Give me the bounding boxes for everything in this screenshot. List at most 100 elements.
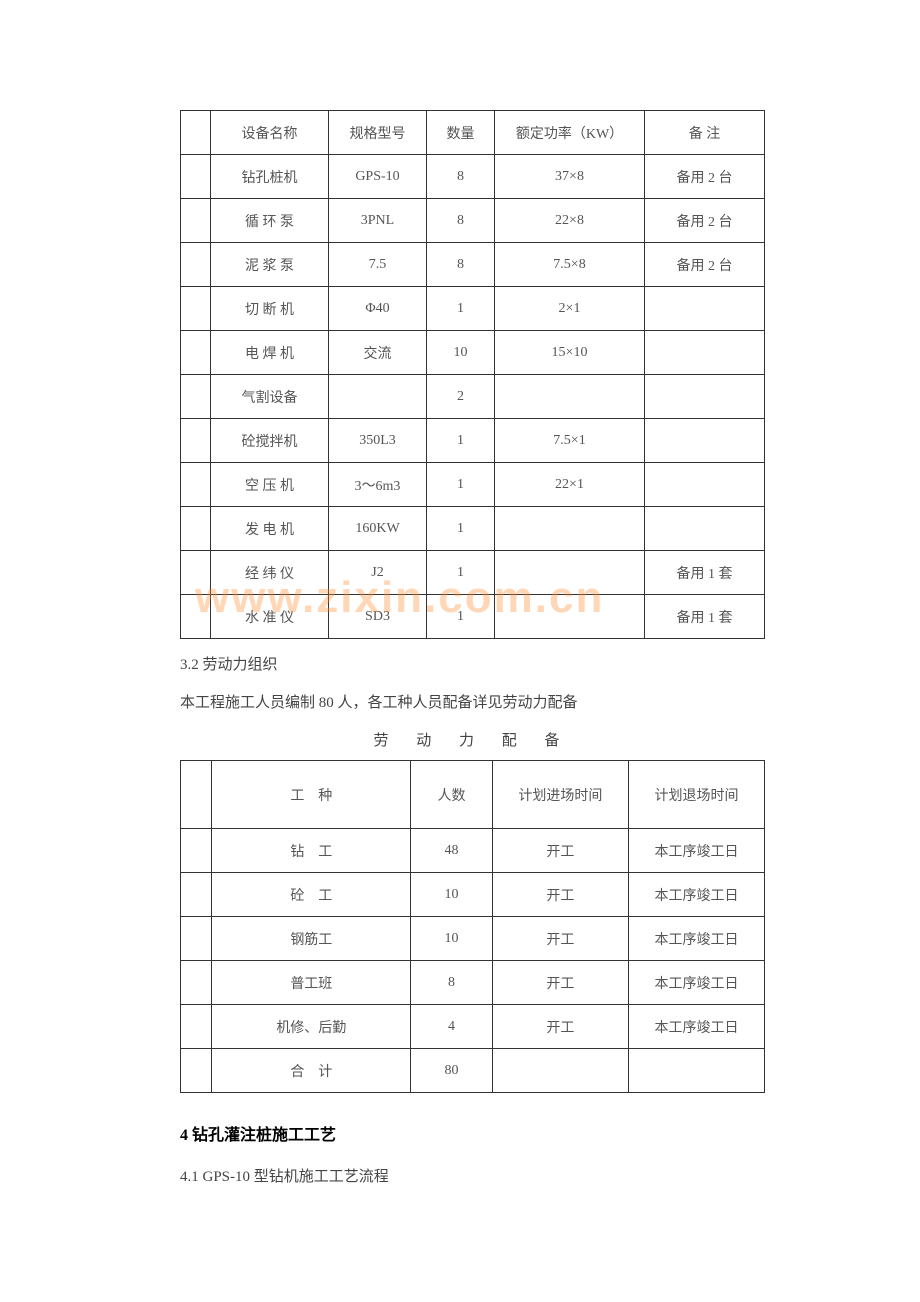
header-cell: 规格型号 bbox=[329, 111, 427, 155]
cell: 发 电 机 bbox=[211, 507, 329, 551]
cell: 8 bbox=[427, 243, 495, 287]
cell: SD3 bbox=[329, 595, 427, 639]
cell: 备用 2 台 bbox=[645, 243, 765, 287]
header-cell: 人数 bbox=[411, 761, 493, 829]
cell: 开工 bbox=[492, 961, 628, 1005]
cell bbox=[181, 873, 212, 917]
table-header-row: 设备名称 规格型号 数量 额定功率（KW） 备 注 bbox=[181, 111, 765, 155]
labor-table: 工 种 人数 计划进场时间 计划退场时间 钻 工 48 开工 本工序竣工日 砼 … bbox=[180, 760, 765, 1093]
cell: 经 纬 仪 bbox=[211, 551, 329, 595]
cell bbox=[181, 595, 211, 639]
cell bbox=[181, 463, 211, 507]
cell: 1 bbox=[427, 419, 495, 463]
cell: 循 环 泵 bbox=[211, 199, 329, 243]
header-cell: 工 种 bbox=[212, 761, 411, 829]
cell: 7.5 bbox=[329, 243, 427, 287]
cell: 开工 bbox=[492, 1005, 628, 1049]
cell: 8 bbox=[427, 199, 495, 243]
cell: 砼 工 bbox=[212, 873, 411, 917]
cell bbox=[645, 419, 765, 463]
cell: 开工 bbox=[492, 873, 628, 917]
cell: 15×10 bbox=[495, 331, 645, 375]
cell: GPS-10 bbox=[329, 155, 427, 199]
cell: 开工 bbox=[492, 917, 628, 961]
cell bbox=[495, 595, 645, 639]
cell: 10 bbox=[427, 331, 495, 375]
cell: 48 bbox=[411, 829, 493, 873]
cell bbox=[495, 551, 645, 595]
cell: 空 压 机 bbox=[211, 463, 329, 507]
table-row: 循 环 泵 3PNL 8 22×8 备用 2 台 bbox=[181, 199, 765, 243]
cell bbox=[181, 375, 211, 419]
cell: 4 bbox=[411, 1005, 493, 1049]
table-row: 电 焊 机 交流 10 15×10 bbox=[181, 331, 765, 375]
cell: 80 bbox=[411, 1049, 493, 1093]
cell: 1 bbox=[427, 463, 495, 507]
cell: 钻孔桩机 bbox=[211, 155, 329, 199]
section-3-2-text: 本工程施工人员编制 80 人，各工种人员配备详见劳动力配备 bbox=[180, 691, 765, 715]
cell: 砼搅拌机 bbox=[211, 419, 329, 463]
table-row: 机修、后勤 4 开工 本工序竣工日 bbox=[181, 1005, 765, 1049]
cell: Φ40 bbox=[329, 287, 427, 331]
cell: 8 bbox=[411, 961, 493, 1005]
cell: 1 bbox=[427, 595, 495, 639]
section-4-title: 4 钻孔灌注桩施工工艺 bbox=[180, 1121, 765, 1145]
cell: 钢筋工 bbox=[212, 917, 411, 961]
cell: 2×1 bbox=[495, 287, 645, 331]
cell bbox=[181, 287, 211, 331]
equipment-table: 设备名称 规格型号 数量 额定功率（KW） 备 注 钻孔桩机 GPS-10 8 … bbox=[180, 110, 765, 639]
header-cell: 计划进场时间 bbox=[492, 761, 628, 829]
cell bbox=[645, 331, 765, 375]
cell: 交流 bbox=[329, 331, 427, 375]
cell: 3PNL bbox=[329, 199, 427, 243]
header-cell bbox=[181, 111, 211, 155]
table-row: 泥 浆 泵 7.5 8 7.5×8 备用 2 台 bbox=[181, 243, 765, 287]
section-3-2-title: 3.2 劳动力组织 bbox=[180, 653, 765, 677]
cell: 本工序竣工日 bbox=[628, 829, 764, 873]
cell: 22×1 bbox=[495, 463, 645, 507]
header-cell: 备 注 bbox=[645, 111, 765, 155]
table-row: 空 压 机 3～6m3 1 22×1 bbox=[181, 463, 765, 507]
cell: 1 bbox=[427, 287, 495, 331]
cell: 本工序竣工日 bbox=[628, 917, 764, 961]
cell: 水 准 仪 bbox=[211, 595, 329, 639]
cell: 电 焊 机 bbox=[211, 331, 329, 375]
header-cell: 计划退场时间 bbox=[628, 761, 764, 829]
cell bbox=[495, 375, 645, 419]
cell bbox=[181, 331, 211, 375]
cell: 钻 工 bbox=[212, 829, 411, 873]
labor-table-title: 劳 动 力 配 备 bbox=[180, 729, 765, 750]
cell bbox=[492, 1049, 628, 1093]
cell bbox=[181, 1005, 212, 1049]
header-cell: 数量 bbox=[427, 111, 495, 155]
cell bbox=[645, 507, 765, 551]
cell bbox=[181, 419, 211, 463]
table-header-row: 工 种 人数 计划进场时间 计划退场时间 bbox=[181, 761, 765, 829]
table-row: 钢筋工 10 开工 本工序竣工日 bbox=[181, 917, 765, 961]
cell: 1 bbox=[427, 551, 495, 595]
table-row: 合 计 80 bbox=[181, 1049, 765, 1093]
cell: 37×8 bbox=[495, 155, 645, 199]
cell: 备用 2 台 bbox=[645, 199, 765, 243]
cell: 350L3 bbox=[329, 419, 427, 463]
cell: 机修、后勤 bbox=[212, 1005, 411, 1049]
cell: 气割设备 bbox=[211, 375, 329, 419]
table-row: 发 电 机 160KW 1 bbox=[181, 507, 765, 551]
table-row: 切 断 机 Φ40 1 2×1 bbox=[181, 287, 765, 331]
cell: 10 bbox=[411, 917, 493, 961]
cell: 22×8 bbox=[495, 199, 645, 243]
cell bbox=[181, 829, 212, 873]
cell bbox=[181, 155, 211, 199]
cell bbox=[181, 551, 211, 595]
cell: 160KW bbox=[329, 507, 427, 551]
cell: 8 bbox=[427, 155, 495, 199]
table-row: 气割设备 2 bbox=[181, 375, 765, 419]
section-4-1-title: 4.1 GPS-10 型钻机施工工艺流程 bbox=[180, 1165, 765, 1186]
cell bbox=[645, 463, 765, 507]
cell bbox=[329, 375, 427, 419]
cell: 10 bbox=[411, 873, 493, 917]
cell bbox=[645, 287, 765, 331]
table-row: 钻 工 48 开工 本工序竣工日 bbox=[181, 829, 765, 873]
cell: 1 bbox=[427, 507, 495, 551]
cell bbox=[181, 507, 211, 551]
